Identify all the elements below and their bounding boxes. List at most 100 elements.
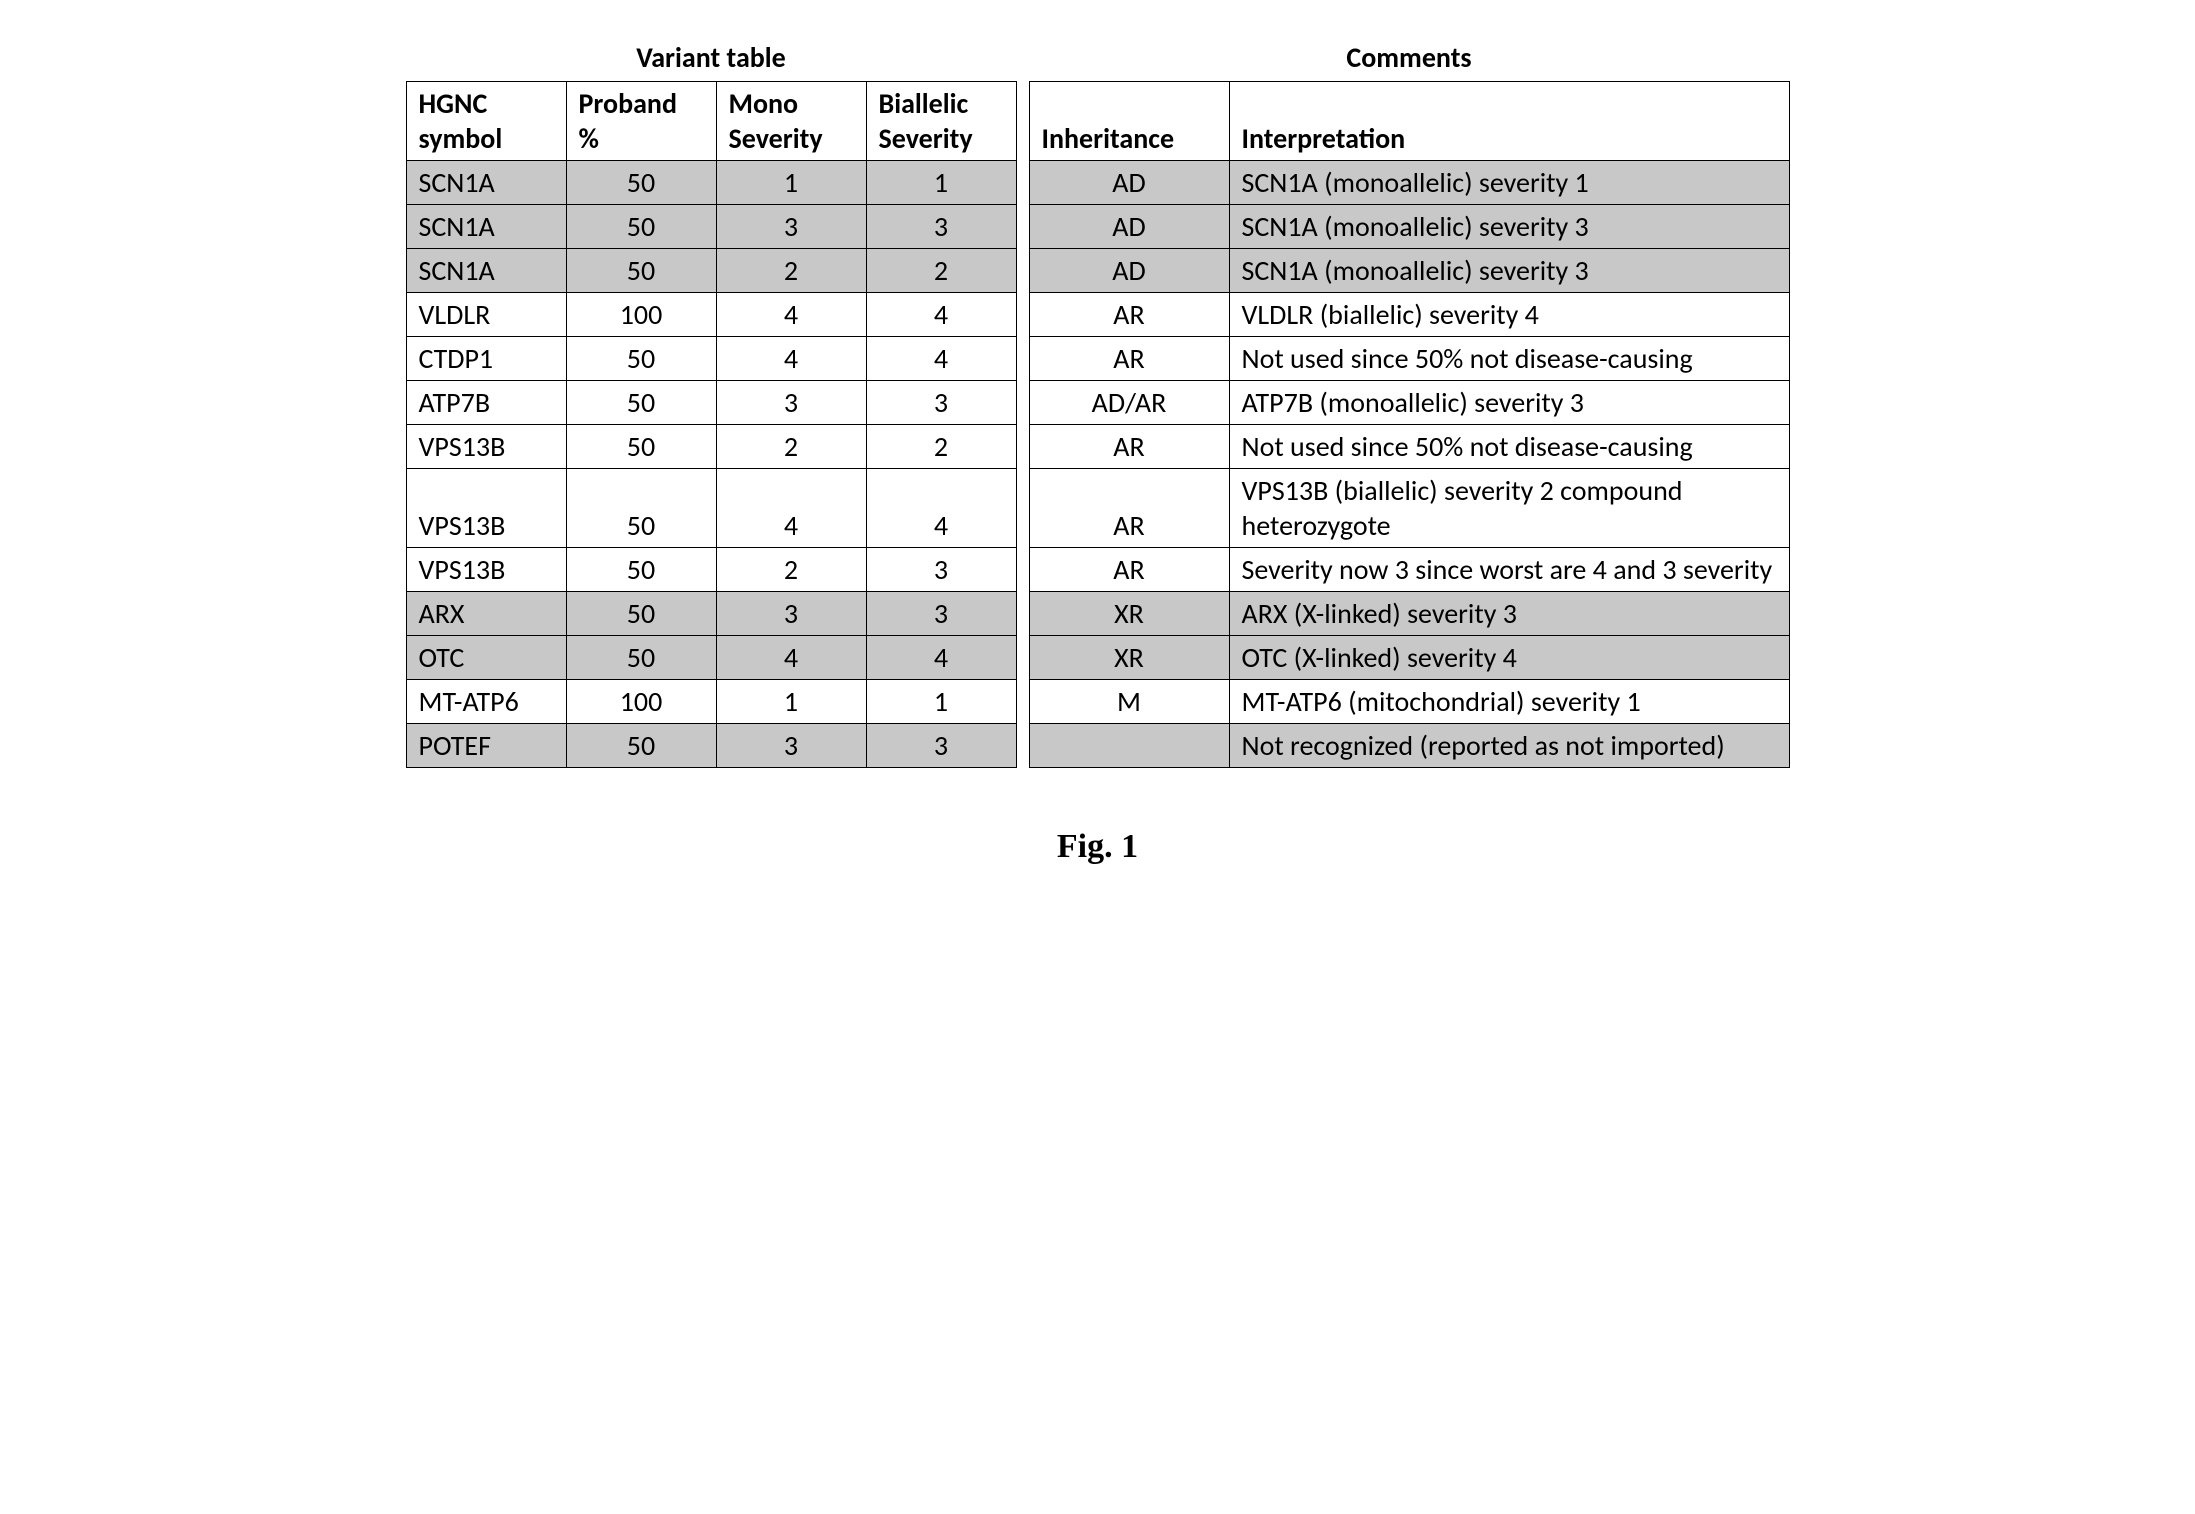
cell-interpretation: Not recognized (reported as not imported… bbox=[1229, 724, 1789, 768]
cell-biallelic-severity: 4 bbox=[866, 337, 1016, 381]
cell-proband: 100 bbox=[566, 680, 716, 724]
table-row: ADSCN1A (monoallelic) severity 3 bbox=[1029, 249, 1789, 293]
cell-interpretation: Not used since 50% not disease-causing bbox=[1229, 425, 1789, 469]
cell-mono-severity: 4 bbox=[716, 337, 866, 381]
cell-mono-severity: 4 bbox=[716, 469, 866, 548]
cell-interpretation: SCN1A (monoallelic) severity 3 bbox=[1229, 249, 1789, 293]
cell-biallelic-severity: 3 bbox=[866, 724, 1016, 768]
cell-inheritance: XR bbox=[1029, 592, 1229, 636]
table-row: ARSeverity now 3 since worst are 4 and 3… bbox=[1029, 548, 1789, 592]
table-row: XROTC (X-linked) severity 4 bbox=[1029, 636, 1789, 680]
cell-inheritance: XR bbox=[1029, 636, 1229, 680]
cell-proband: 50 bbox=[566, 469, 716, 548]
cell-hgnc: VLDLR bbox=[406, 293, 566, 337]
cell-proband: 50 bbox=[566, 548, 716, 592]
cell-inheritance: AD bbox=[1029, 161, 1229, 205]
comments-table-block: Comments Inheritance Interpretation ADSC… bbox=[1029, 40, 1790, 768]
cell-inheritance: AD/AR bbox=[1029, 381, 1229, 425]
table-row: ADSCN1A (monoallelic) severity 3 bbox=[1029, 205, 1789, 249]
cell-mono-severity: 3 bbox=[716, 205, 866, 249]
table-row: MT-ATP610011 bbox=[406, 680, 1016, 724]
cell-inheritance: AD bbox=[1029, 205, 1229, 249]
cell-mono-severity: 4 bbox=[716, 293, 866, 337]
table-row: SCN1A5022 bbox=[406, 249, 1016, 293]
table-row: OTC5044 bbox=[406, 636, 1016, 680]
cell-hgnc: VPS13B bbox=[406, 425, 566, 469]
table-row: VPS13B5044 bbox=[406, 469, 1016, 548]
cell-mono-severity: 3 bbox=[716, 381, 866, 425]
cell-biallelic-severity: 2 bbox=[866, 249, 1016, 293]
cell-biallelic-severity: 4 bbox=[866, 469, 1016, 548]
table-row: ADSCN1A (monoallelic) severity 1 bbox=[1029, 161, 1789, 205]
cell-interpretation: VLDLR (biallelic) severity 4 bbox=[1229, 293, 1789, 337]
cell-proband: 50 bbox=[566, 205, 716, 249]
cell-hgnc: SCN1A bbox=[406, 249, 566, 293]
cell-interpretation: ARX (X-linked) severity 3 bbox=[1229, 592, 1789, 636]
table-row: POTEF5033 bbox=[406, 724, 1016, 768]
table-row: AD/ARATP7B (monoallelic) severity 3 bbox=[1029, 381, 1789, 425]
cell-hgnc: VPS13B bbox=[406, 469, 566, 548]
cell-interpretation: Not used since 50% not disease-causing bbox=[1229, 337, 1789, 381]
cell-proband: 50 bbox=[566, 636, 716, 680]
cell-hgnc: ATP7B bbox=[406, 381, 566, 425]
cell-mono-severity: 2 bbox=[716, 425, 866, 469]
table-row: Not recognized (reported as not imported… bbox=[1029, 724, 1789, 768]
table-row: VLDLR10044 bbox=[406, 293, 1016, 337]
cell-mono-severity: 1 bbox=[716, 161, 866, 205]
cell-interpretation: ATP7B (monoallelic) severity 3 bbox=[1229, 381, 1789, 425]
cell-biallelic-severity: 3 bbox=[866, 592, 1016, 636]
cell-interpretation: VPS13B (biallelic) severity 2 compound h… bbox=[1229, 469, 1789, 548]
cell-inheritance bbox=[1029, 724, 1229, 768]
cell-interpretation: OTC (X-linked) severity 4 bbox=[1229, 636, 1789, 680]
cell-mono-severity: 4 bbox=[716, 636, 866, 680]
header-biallelic: Biallelic Severity bbox=[866, 82, 1016, 161]
cell-mono-severity: 3 bbox=[716, 592, 866, 636]
cell-mono-severity: 2 bbox=[716, 548, 866, 592]
table-row: MMT-ATP6 (mitochondrial) severity 1 bbox=[1029, 680, 1789, 724]
cell-biallelic-severity: 4 bbox=[866, 636, 1016, 680]
header-mono: Mono Severity bbox=[716, 82, 866, 161]
cell-interpretation: Severity now 3 since worst are 4 and 3 s… bbox=[1229, 548, 1789, 592]
cell-biallelic-severity: 3 bbox=[866, 205, 1016, 249]
cell-biallelic-severity: 2 bbox=[866, 425, 1016, 469]
cell-interpretation: MT-ATP6 (mitochondrial) severity 1 bbox=[1229, 680, 1789, 724]
cell-proband: 50 bbox=[566, 425, 716, 469]
table-row: ATP7B5033 bbox=[406, 381, 1016, 425]
figure-caption: Fig. 1 bbox=[60, 828, 2135, 866]
cell-mono-severity: 2 bbox=[716, 249, 866, 293]
cell-biallelic-severity: 1 bbox=[866, 161, 1016, 205]
table-row: ARVLDLR (biallelic) severity 4 bbox=[1029, 293, 1789, 337]
cell-hgnc: ARX bbox=[406, 592, 566, 636]
cell-hgnc: POTEF bbox=[406, 724, 566, 768]
cell-biallelic-severity: 1 bbox=[866, 680, 1016, 724]
cell-inheritance: AR bbox=[1029, 337, 1229, 381]
cell-mono-severity: 1 bbox=[716, 680, 866, 724]
cell-inheritance: M bbox=[1029, 680, 1229, 724]
table-row: ARNot used since 50% not disease-causing bbox=[1029, 337, 1789, 381]
cell-biallelic-severity: 4 bbox=[866, 293, 1016, 337]
variant-table: HGNC symbol Proband % Mono Severity Bial… bbox=[406, 81, 1017, 768]
cell-interpretation: SCN1A (monoallelic) severity 1 bbox=[1229, 161, 1789, 205]
cell-proband: 50 bbox=[566, 161, 716, 205]
cell-hgnc: MT-ATP6 bbox=[406, 680, 566, 724]
cell-hgnc: OTC bbox=[406, 636, 566, 680]
table-row: CTDP15044 bbox=[406, 337, 1016, 381]
table-row: VPS13B5022 bbox=[406, 425, 1016, 469]
cell-proband: 50 bbox=[566, 249, 716, 293]
variant-table-block: Variant table HGNC symbol Proband % Mono… bbox=[406, 40, 1017, 768]
comments-table-title: Comments bbox=[1029, 40, 1790, 81]
cell-inheritance: AR bbox=[1029, 293, 1229, 337]
cell-proband: 50 bbox=[566, 592, 716, 636]
comments-header-row: Inheritance Interpretation bbox=[1029, 82, 1789, 161]
header-interpretation: Interpretation bbox=[1229, 82, 1789, 161]
cell-proband: 50 bbox=[566, 381, 716, 425]
cell-proband: 50 bbox=[566, 337, 716, 381]
table-row: ARX5033 bbox=[406, 592, 1016, 636]
cell-interpretation: SCN1A (monoallelic) severity 3 bbox=[1229, 205, 1789, 249]
cell-hgnc: VPS13B bbox=[406, 548, 566, 592]
table-row: SCN1A5011 bbox=[406, 161, 1016, 205]
cell-hgnc: CTDP1 bbox=[406, 337, 566, 381]
cell-hgnc: SCN1A bbox=[406, 205, 566, 249]
comments-table: Inheritance Interpretation ADSCN1A (mono… bbox=[1029, 81, 1790, 768]
cell-proband: 50 bbox=[566, 724, 716, 768]
